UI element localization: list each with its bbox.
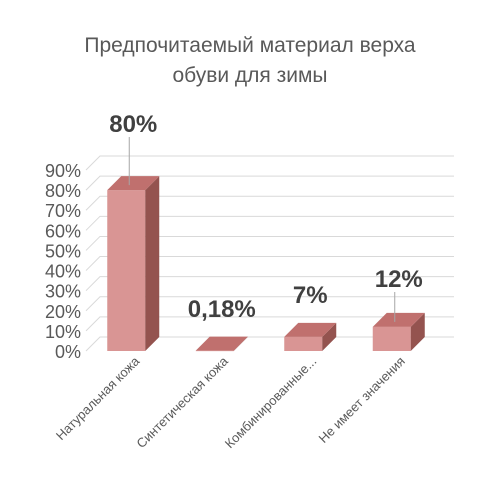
data-label: 80% [109, 111, 157, 138]
gridline [85, 215, 454, 231]
bar [284, 322, 337, 351]
y-tick-label: 70% [45, 201, 81, 221]
bars [107, 176, 425, 352]
gridline [85, 316, 454, 332]
x-tick-label: Натуральная кожа [53, 353, 143, 443]
data-label: 12% [375, 266, 423, 293]
x-tick-label: Не имеет значения [316, 354, 408, 446]
gridline [85, 195, 454, 211]
gridline [85, 235, 454, 251]
data-labels: 80% 0,18% 7% 12% [109, 111, 423, 323]
bar [107, 176, 160, 351]
chart-title-line-1: Предпочитаемый материал верха [84, 34, 416, 57]
gridline [85, 155, 454, 171]
bar [195, 336, 248, 352]
gridline [85, 256, 454, 271]
y-tick-label: 40% [45, 262, 81, 282]
x-tick-label: Синтетическая кожа [133, 353, 231, 451]
y-tick-label: 0% [55, 342, 81, 362]
y-tick-label: 10% [45, 322, 81, 342]
y-tick-label: 90% [45, 161, 81, 181]
gridline [85, 276, 454, 292]
gridline [85, 296, 454, 312]
y-axis-ticks: 0%10%20%30%40%50%60%70%80%90% [45, 161, 81, 362]
gridline [85, 175, 454, 191]
data-label: 7% [293, 282, 328, 309]
y-tick-label: 20% [45, 302, 81, 322]
chart-title-line-2: обуви для зимы [172, 64, 328, 87]
y-tick-label: 50% [45, 241, 81, 261]
bar [372, 312, 425, 351]
gridlines [85, 155, 454, 352]
y-tick-label: 30% [45, 282, 81, 302]
data-label: 0,18% [188, 296, 256, 323]
x-tick-label: Комбинированные... [222, 354, 320, 452]
y-tick-label: 80% [45, 181, 81, 201]
y-tick-label: 60% [45, 221, 81, 241]
